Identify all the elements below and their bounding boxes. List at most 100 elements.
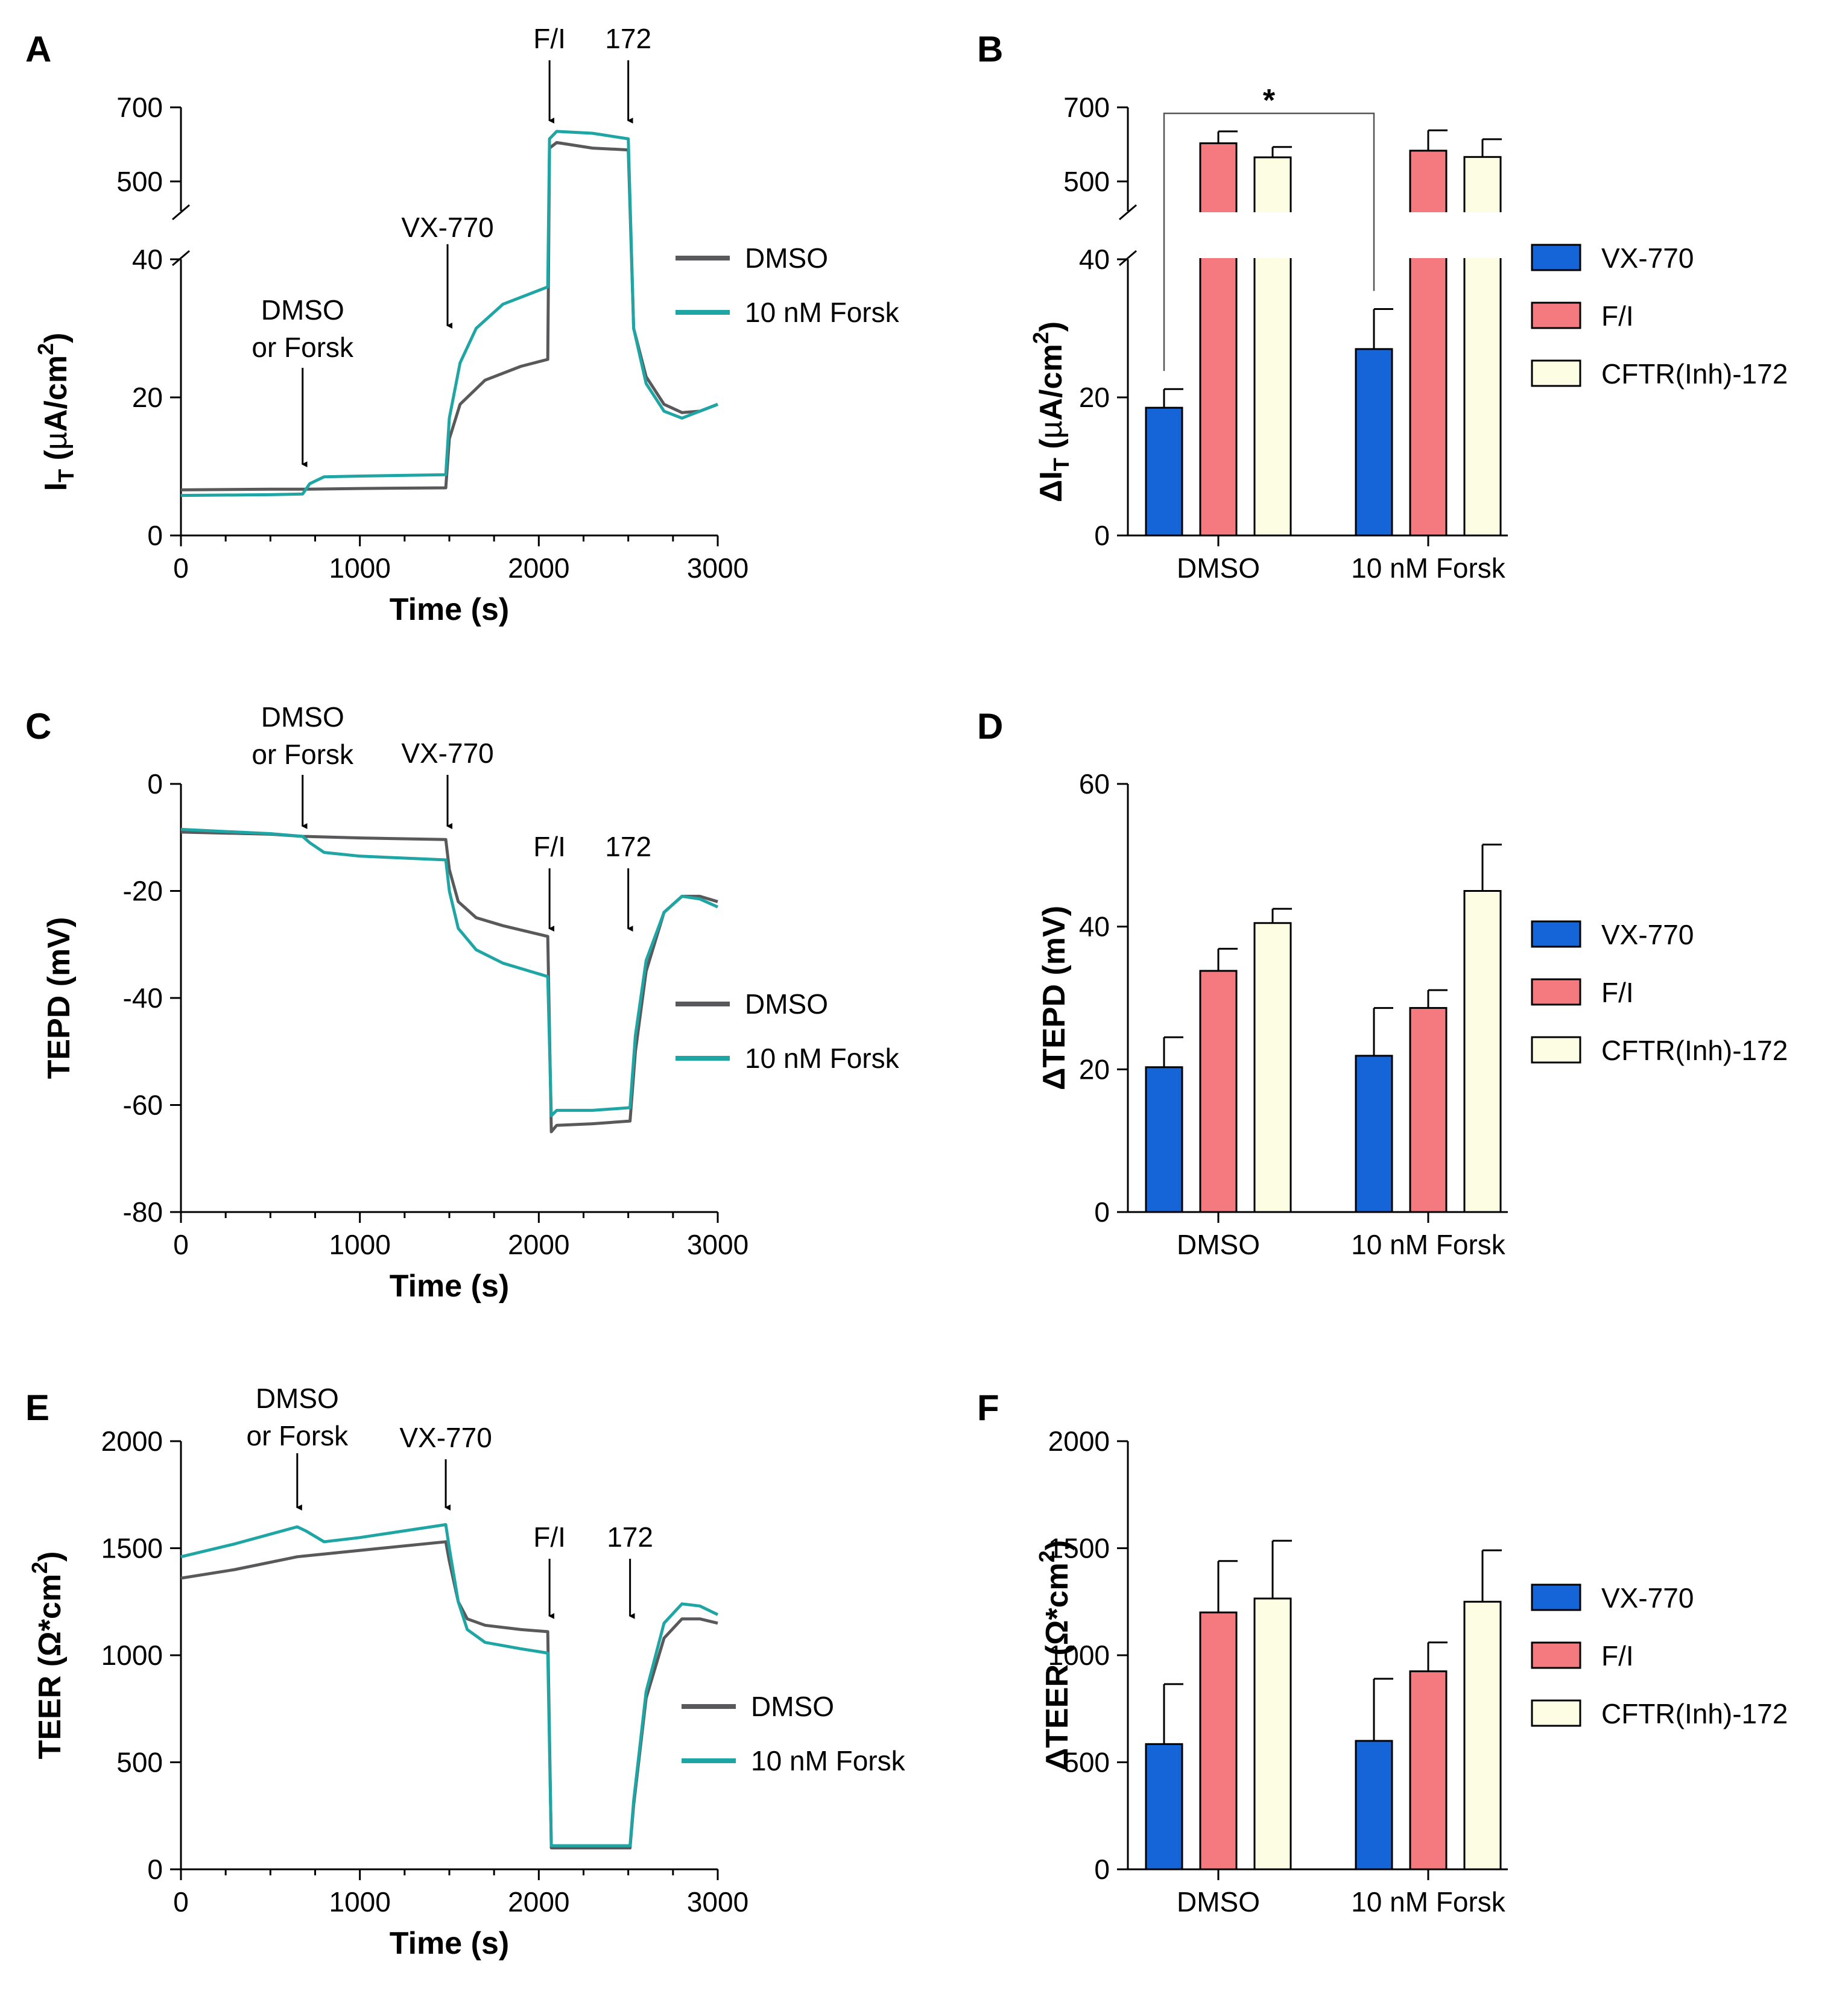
y-tick-label: 0 (147, 768, 163, 800)
legend-label: 10 nM Forsk (745, 1043, 900, 1074)
y-tick-label: 20 (132, 382, 163, 413)
x-tick-label: 3000 (687, 1886, 748, 1918)
bar-vx770 (1355, 1740, 1393, 1871)
axis-break-mark (172, 250, 190, 267)
annotation-label: F/I (533, 1521, 566, 1553)
category-label: 10 nM Forsk (1351, 552, 1506, 584)
legend-swatch (1531, 244, 1581, 271)
axis-break-mark (172, 204, 190, 221)
y-tick-label: 1500 (101, 1533, 163, 1564)
legend-label: DMSO (745, 988, 828, 1020)
legend-swatch (1531, 1583, 1581, 1611)
axis-label-part: ( (39, 449, 74, 469)
x-axis-title: Time (s) (390, 592, 509, 627)
legend-label: CFTR(Inh)-172 (1601, 358, 1788, 390)
y-tick-label: 2000 (101, 1425, 163, 1457)
legend-swatch (1531, 359, 1581, 387)
axis-label-part: ) (1040, 1540, 1075, 1550)
significance-bracket (1163, 112, 1375, 371)
bar-vx770 (1145, 406, 1183, 537)
y-tick-label: 0 (1094, 520, 1110, 551)
annotation-label: 172 (605, 831, 651, 862)
y-axis-title: IT (µA/cm2) (33, 333, 78, 491)
axis-label-part: µ (39, 432, 74, 450)
x-tick-label: 3000 (687, 552, 748, 584)
legend-label: DMSO (751, 1691, 834, 1722)
x-tick-label: 2000 (508, 552, 569, 584)
panel-letter-a: A (25, 29, 51, 69)
bar-cftr (1463, 1600, 1502, 1871)
x-tick-label: 1000 (329, 1229, 390, 1260)
annotation-label: DMSO (256, 1383, 339, 1414)
axis-label-part: ) (1034, 321, 1069, 332)
axis-label-part: ) (33, 1552, 68, 1562)
bar-vx770 (1145, 1743, 1183, 1871)
bar-cftr (1253, 1597, 1292, 1871)
y-tick-label: 500 (1063, 166, 1110, 197)
bar-fi (1409, 150, 1448, 537)
y-tick-label: 0 (1094, 1196, 1110, 1228)
category-label: DMSO (1177, 1229, 1260, 1260)
legend-label: 10 nM Forsk (745, 297, 900, 328)
series-line-forsk (180, 1523, 719, 1848)
bar-fi (1199, 970, 1238, 1213)
x-tick-label: 0 (173, 1886, 189, 1918)
axis-label-part: T (1049, 458, 1074, 471)
panel-b-current-bars: DMSO 10 nM Forsk 0 20 40 500 700 ΔIT (µA/cm2) * V… (1028, 83, 1788, 584)
axis-break-gap (1116, 212, 1520, 258)
legend-label: F/I (1601, 1640, 1634, 1672)
legend-label: CFTR(Inh)-172 (1601, 1698, 1788, 1729)
legend-swatch (1531, 978, 1581, 1006)
axis-label-part: TEER (Ω*cm (33, 1574, 68, 1760)
legend-swatch (1531, 1699, 1581, 1727)
bar-fi (1409, 1007, 1448, 1213)
legend-label: VX-770 (1601, 919, 1694, 950)
y-tick-label: 0 (147, 1854, 163, 1885)
axis-label-part: µ (1034, 420, 1069, 438)
panel-a-current-trace: 0 1000 2000 3000 Time (s) 0 20 40 500 700 IT (µA/c… (33, 23, 900, 627)
axis-label-part: A/cm (39, 355, 74, 432)
axis-break-mark (1119, 250, 1137, 267)
axis-label-part: 2 (1034, 1550, 1059, 1562)
annotation-label: or Forsk (252, 739, 354, 770)
legend-swatch (1531, 302, 1581, 329)
y-axis-title: ΔIT (µA/cm2) (1028, 321, 1074, 502)
panel-letter-e: E (25, 1388, 49, 1428)
significance-star: * (1263, 83, 1276, 118)
annotation-label: VX-770 (399, 1422, 492, 1453)
y-tick-label: -80 (123, 1196, 163, 1228)
x-tick-label: 2000 (508, 1229, 569, 1260)
panel-letter-d: D (977, 706, 1003, 747)
x-axis-title: Time (s) (390, 1269, 509, 1304)
category-label: 10 nM Forsk (1351, 1229, 1506, 1260)
x-tick-label: 0 (173, 1229, 189, 1260)
y-tick-label: 1000 (1048, 1640, 1110, 1671)
legend-label: F/I (1601, 300, 1634, 332)
annotation-label: 172 (607, 1521, 653, 1553)
legend-label: 10 nM Forsk (751, 1745, 906, 1776)
y-tick-label: 0 (1094, 1854, 1110, 1885)
y-tick-label: 20 (1079, 382, 1110, 413)
category-label: DMSO (1177, 1886, 1260, 1918)
annotation-label: F/I (533, 831, 566, 862)
legend-label: DMSO (745, 242, 828, 274)
annotation-label: DMSO (261, 294, 344, 326)
annotation-label: VX-770 (401, 737, 493, 769)
bar-vx770 (1355, 1055, 1393, 1213)
series-line-dmso (180, 1540, 718, 1849)
panel-d-tepd-bars: DMSO 10 nM Forsk 0 20 40 60 ΔTEPD (mV) VX-770 F/… (1037, 768, 1788, 1260)
annotation-label: or Forsk (246, 1420, 349, 1451)
x-tick-label: 1000 (329, 1886, 390, 1918)
axis-label-part: ( (1034, 438, 1069, 458)
y-tick-label: 1500 (1048, 1533, 1110, 1564)
y-tick-label: 1000 (101, 1640, 163, 1671)
y-tick-label: 2000 (1048, 1425, 1110, 1457)
bar-vx770 (1355, 348, 1393, 537)
category-label: DMSO (1177, 552, 1260, 584)
axis-label-part: I (39, 482, 74, 491)
annotation-label: VX-770 (401, 212, 493, 243)
panel-letter-f: F (977, 1388, 999, 1428)
annotation-label: or Forsk (252, 332, 354, 363)
legend-swatch (1531, 1641, 1581, 1669)
axis-label-part: 2 (27, 1562, 52, 1574)
